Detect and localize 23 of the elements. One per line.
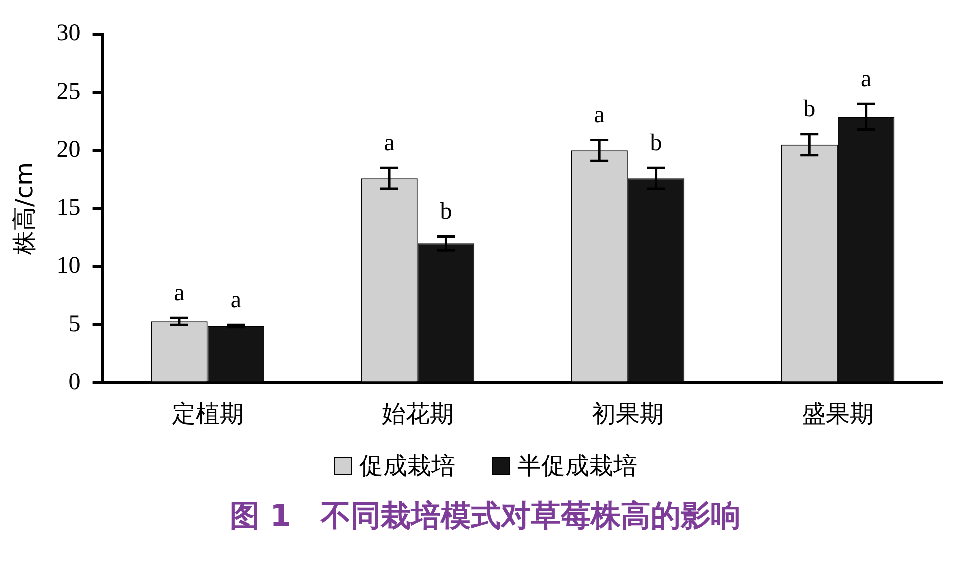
- x-tick-label: 盛果期: [802, 400, 874, 428]
- text: 图 1 不同栽培模式对草莓株高的影响: [228, 498, 742, 536]
- legend-label: 半促成栽培: [518, 451, 638, 482]
- x-tick-label: 初果期: [592, 400, 664, 428]
- y-tick-label: 10: [56, 253, 81, 280]
- y-tick-label: 25: [56, 78, 81, 105]
- data-label: a: [594, 102, 606, 128]
- data-label: a: [861, 66, 872, 92]
- data-label: a: [230, 287, 242, 314]
- y-tick-label: 20: [56, 136, 81, 163]
- y-tick-label: 5: [68, 311, 81, 338]
- y-tick-label: 30: [56, 20, 81, 47]
- y-tick-label: 0: [68, 369, 81, 396]
- data-label: b: [804, 96, 816, 123]
- data-label: b: [650, 130, 662, 156]
- data-label: a: [174, 280, 186, 306]
- legend-label: 促成栽培: [360, 451, 456, 482]
- x-tick-label: 始花期: [382, 400, 454, 428]
- y-tick-label: 15: [56, 195, 81, 222]
- x-tick-label: 定植期: [172, 400, 244, 428]
- data-label: b: [440, 199, 452, 225]
- y-axis-title: 株高/cm: [10, 162, 39, 256]
- data-label: a: [384, 130, 396, 156]
